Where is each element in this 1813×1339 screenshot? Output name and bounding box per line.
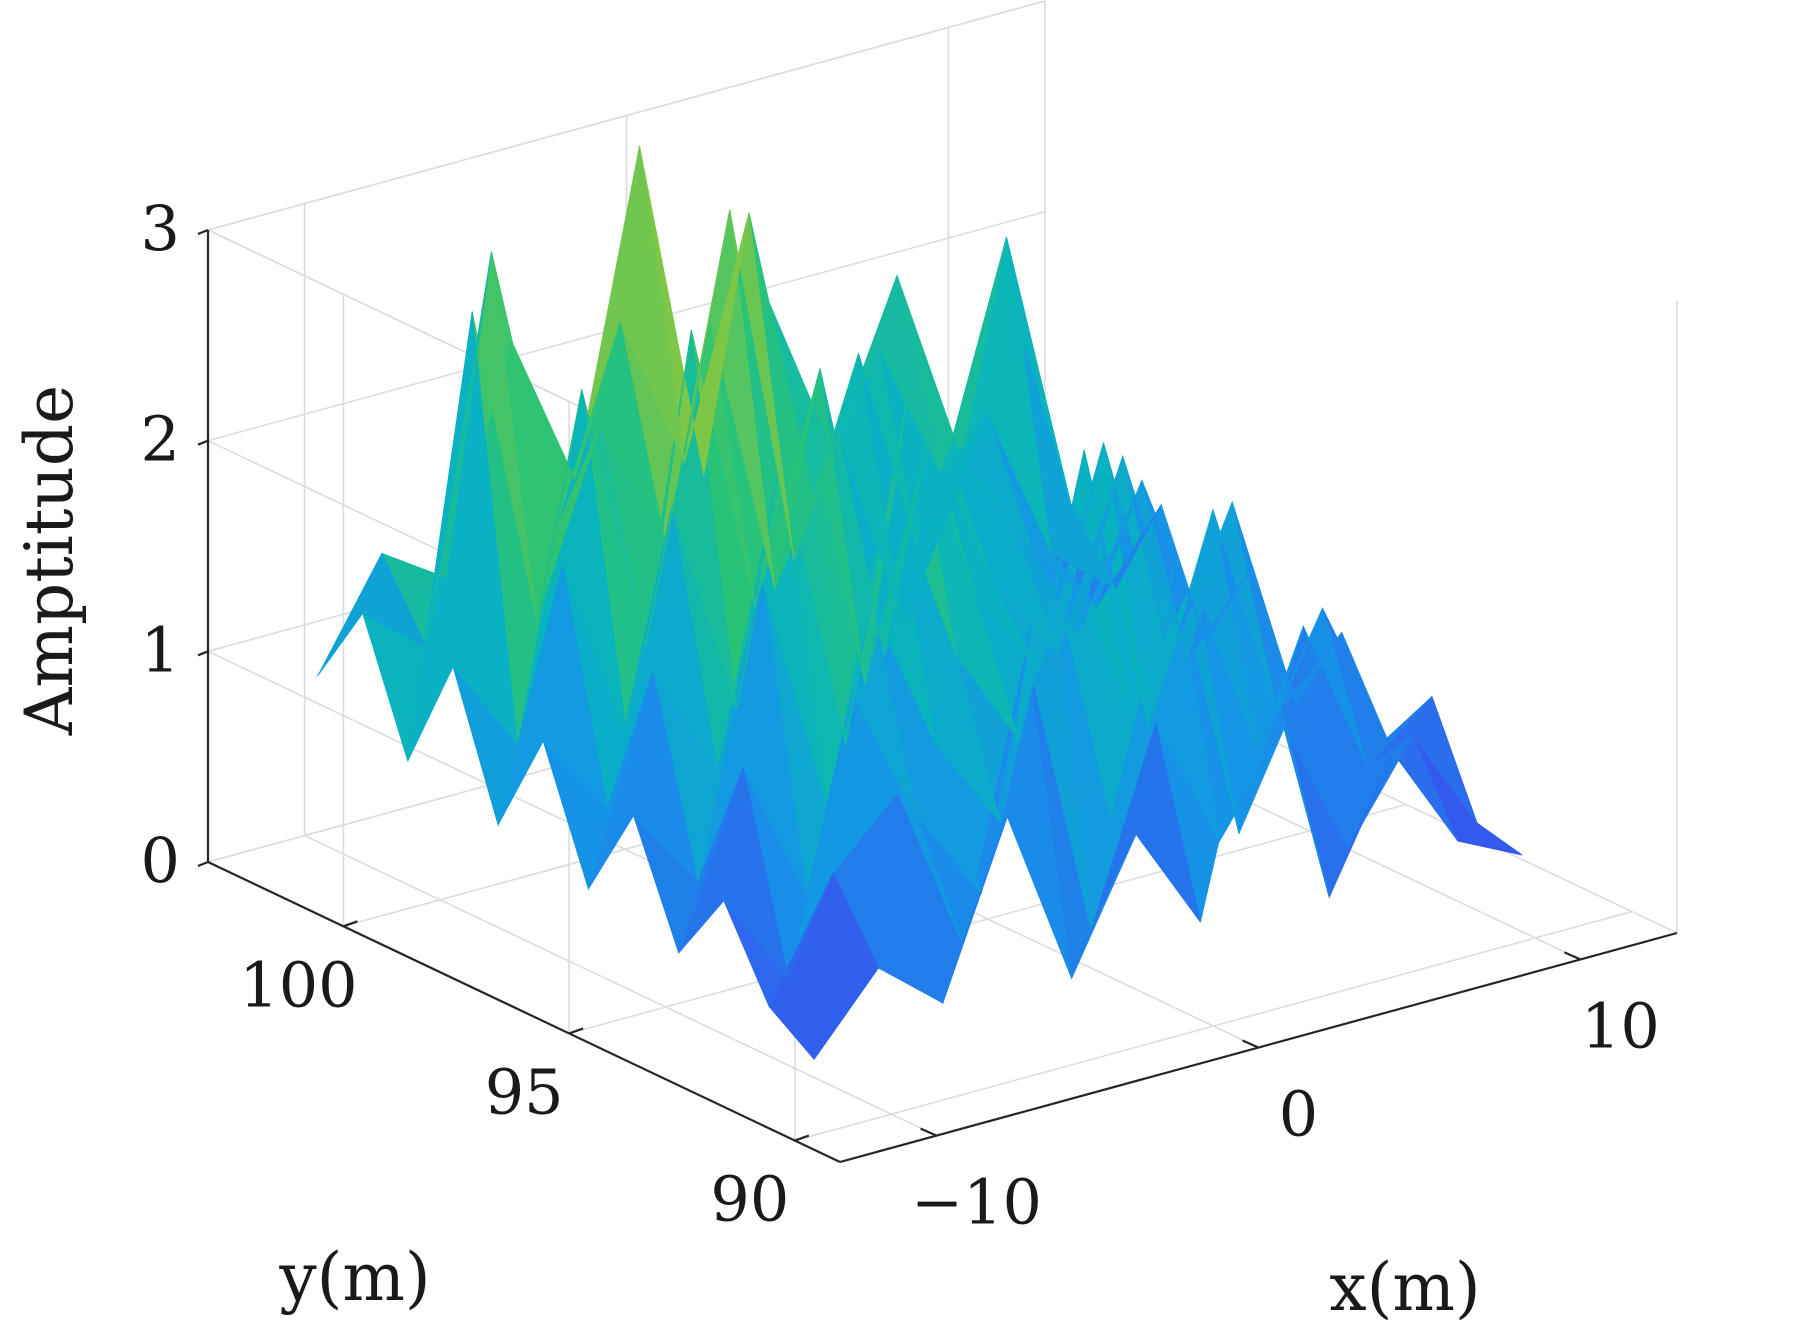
y-tick-label: 90 — [710, 1163, 789, 1236]
y-tick-mark — [343, 920, 358, 928]
y-axis-label: y(m) — [278, 1239, 430, 1316]
tick-layer: 0 1 2 3 90 95 100 −10 0 10 — [141, 192, 1660, 1239]
z-tick-label: 0 — [141, 824, 180, 897]
grid-line-x-floor — [304, 834, 937, 1137]
y-tick-label: 95 — [485, 1055, 564, 1128]
z-tick-label: 1 — [141, 613, 180, 686]
grid-line-y-floor — [568, 803, 1407, 1035]
z-axis-label: Amptitude — [11, 385, 88, 736]
x-axis-label: x(m) — [1329, 1249, 1480, 1326]
z-tick-label: 2 — [141, 403, 180, 476]
y-tick-mark — [568, 1027, 584, 1035]
z-tick-mark — [197, 439, 209, 446]
x-tick-mark — [1563, 951, 1581, 961]
x-tick-label: −10 — [911, 1166, 1042, 1239]
y-tick-label: 100 — [239, 948, 357, 1021]
z-tick-label: 3 — [141, 192, 180, 265]
surface-layer — [317, 145, 1523, 1061]
x-tick-label: 0 — [1279, 1078, 1318, 1151]
x-tick-mark — [1242, 1039, 1259, 1049]
y-tick-mark — [794, 1134, 810, 1142]
x-tick-label: 10 — [1581, 989, 1660, 1062]
y-axis-line — [207, 861, 841, 1163]
z-tick-mark — [197, 650, 209, 657]
surface-patch-0-10 — [317, 552, 428, 677]
x-tick-mark — [920, 1127, 938, 1137]
grid-line-y-floor — [794, 910, 1633, 1142]
z-tick-mark — [197, 860, 209, 868]
z-tick-mark — [197, 228, 209, 236]
